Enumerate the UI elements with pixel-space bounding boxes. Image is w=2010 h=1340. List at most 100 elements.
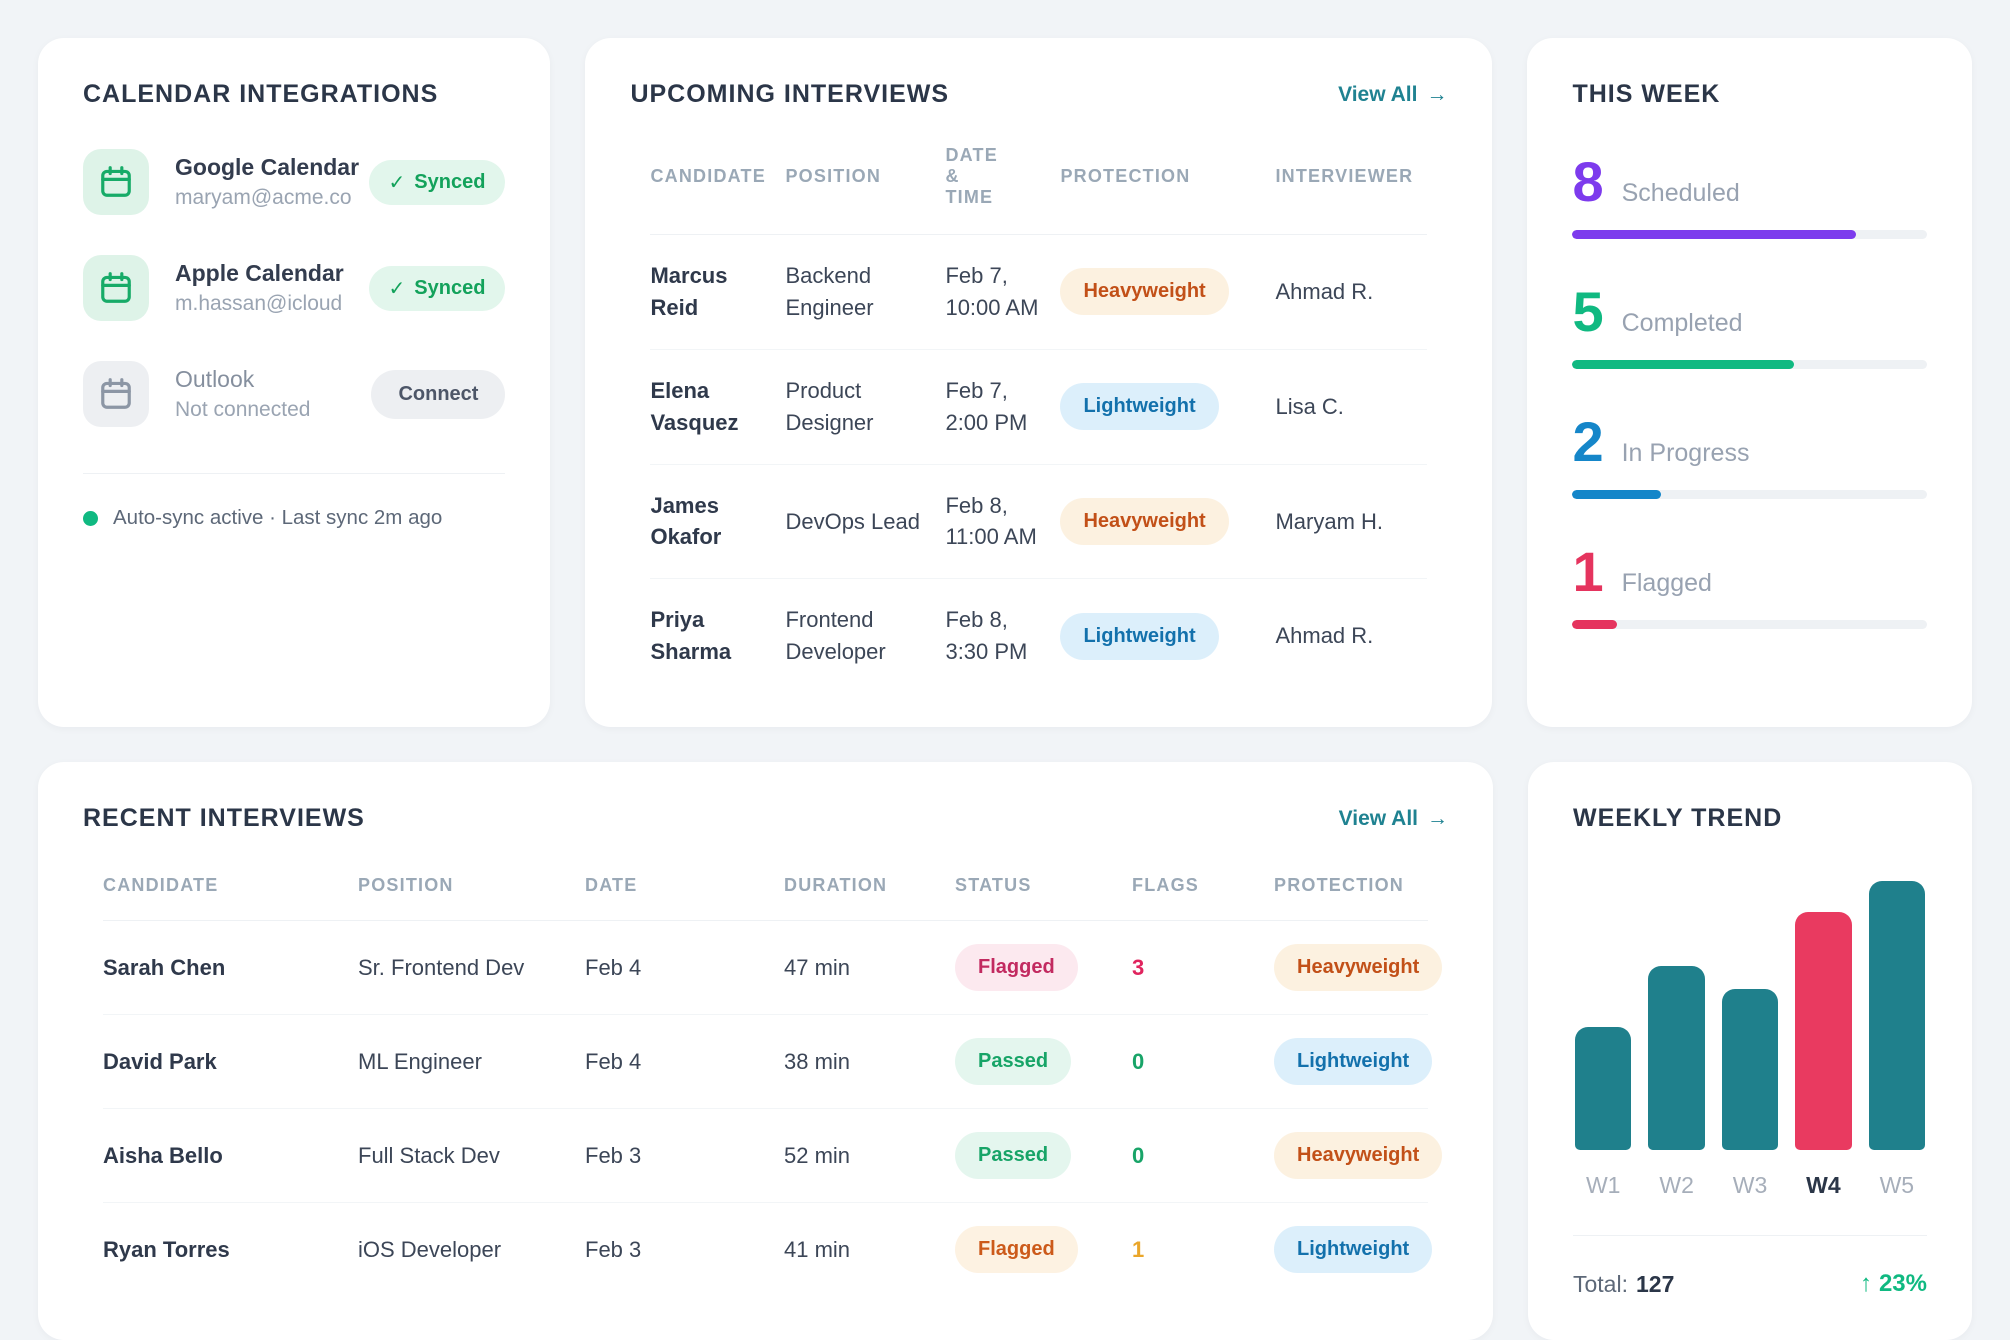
view-all-label: View All [1338, 82, 1418, 106]
bar-area [1721, 881, 1779, 1150]
protection-badge: Lightweight [1060, 383, 1219, 431]
integration-name: Google Calendar [175, 154, 360, 180]
recent-table: CANDIDATE POSITION DATE DURATION STATUS … [83, 875, 1448, 1296]
card-header: UPCOMING INTERVIEWS View All → [630, 80, 1447, 109]
table-header-row: CANDIDATE POSITION DATE & TIME PROTECTIO… [650, 145, 1428, 235]
integration-google-calendar: Google Calendar maryam@acme.co ✓ Synced [83, 149, 506, 215]
stat-label: Scheduled [1621, 179, 1740, 207]
column-header-duration: DURATION [784, 875, 888, 895]
candidate-cell: James Okafor [650, 492, 722, 550]
stat-label: Flagged [1621, 569, 1712, 597]
position-cell: DevOps Lead [785, 508, 920, 534]
candidate-cell: Marcus Reid [650, 263, 728, 320]
protection-badge: Lightweight [1274, 1226, 1433, 1273]
this-week-card-title: THIS WEEK [1572, 80, 1721, 108]
protection-badge: Heavyweight [1274, 944, 1443, 991]
arrow-up-icon: ↑ [1859, 1270, 1872, 1297]
upcoming-interviews-card: UPCOMING INTERVIEWS View All → CANDIDATE… [585, 38, 1493, 727]
stat-value: 5 [1572, 280, 1604, 343]
table-row: Elena Vasquez Product Designer Feb 7, 2:… [650, 350, 1428, 465]
view-all-link[interactable]: View All → [1338, 83, 1447, 107]
progress-track [1572, 360, 1927, 369]
bar-label: W4 [1806, 1172, 1841, 1198]
table-row: Ryan Torres iOS Developer Feb 3 41 min F… [103, 1203, 1433, 1296]
bar-w5: W5 [1868, 881, 1926, 1199]
status-badge: Flagged [955, 1226, 1078, 1273]
protection-badge: Lightweight [1060, 612, 1219, 660]
bar [1868, 881, 1926, 1150]
stat-value: 8 [1572, 150, 1604, 213]
duration-cell: 41 min [784, 1236, 851, 1262]
trend-footer: Total: 127 ↑ 23% [1573, 1270, 1927, 1298]
bar-label: W1 [1585, 1172, 1621, 1198]
view-all-label: View All [1338, 806, 1418, 830]
calendar-icon [83, 255, 149, 321]
status-cell: Passed [955, 1132, 1132, 1179]
calendar-icon [83, 361, 149, 427]
total-label: Total: [1573, 1270, 1628, 1297]
candidate-cell: Elena Vasquez [650, 377, 739, 435]
protection-cell: Lightweight [1274, 1038, 1452, 1085]
view-all-link[interactable]: View All → [1339, 807, 1448, 831]
candidate-cell: Priya Sharma [650, 607, 732, 665]
duration-cell: 52 min [784, 1142, 851, 1168]
bar-w1: W1 [1575, 881, 1632, 1199]
upcoming-card-title: UPCOMING INTERVIEWS [630, 80, 950, 108]
progress-fill [1572, 620, 1617, 629]
this-week-card: THIS WEEK 8 Scheduled 5 Completed [1527, 38, 1972, 727]
recent-interviews-card: RECENT INTERVIEWS View All → CANDIDATE P… [38, 762, 1493, 1340]
protection-badge: Heavyweight [1060, 497, 1229, 545]
column-header-position: POSITION [785, 166, 882, 186]
bar-label: W3 [1732, 1172, 1768, 1198]
candidate-cell: David Park [103, 1048, 217, 1074]
status-cell: Flagged [955, 1226, 1132, 1273]
status-dot [83, 510, 98, 526]
bottom-row: RECENT INTERVIEWS View All → CANDIDATE P… [38, 762, 1972, 1340]
check-icon: ✓ [388, 277, 406, 300]
synced-label: Synced [414, 276, 486, 299]
position-cell: Product Designer [785, 377, 874, 435]
bar-w4-highlighted: W4 [1795, 881, 1852, 1199]
position-cell: iOS Developer [358, 1236, 502, 1262]
weekly-trend-bar-chart: W1 W2 W3 W4 W5 [1573, 881, 1927, 1199]
protection-cell: Heavyweight [1274, 944, 1462, 991]
position-cell: Frontend Developer [785, 607, 886, 665]
stat-label: Completed [1621, 309, 1743, 337]
column-header-flags: FLAGS [1132, 875, 1199, 895]
delta-value: 23% [1878, 1270, 1927, 1297]
card-header: RECENT INTERVIEWS View All → [83, 804, 1448, 833]
bar-label: W2 [1659, 1172, 1694, 1198]
delta-badge: ↑ 23% [1860, 1270, 1927, 1298]
protection-cell: Lightweight [1274, 1226, 1452, 1273]
divider [83, 473, 506, 474]
stat-value: 2 [1572, 410, 1604, 473]
connect-button[interactable]: Connect [371, 369, 506, 419]
bar [1648, 965, 1705, 1150]
bar-area [1575, 881, 1632, 1150]
table-row: Priya Sharma Frontend Developer Feb 8, 3… [650, 579, 1427, 693]
protection-badge: Lightweight [1274, 1038, 1433, 1085]
interviewer-cell: Lisa C. [1275, 393, 1344, 419]
check-icon: ✓ [388, 171, 406, 194]
arrow-right-icon: → [1427, 806, 1448, 830]
stat-line: 5 Completed [1572, 284, 1927, 340]
flags-cell: 0 [1132, 1048, 1145, 1074]
progress-fill [1572, 230, 1857, 239]
stat-in-progress: 2 In Progress [1572, 414, 1927, 499]
status-badge: Passed [955, 1132, 1072, 1179]
date-cell: Feb 4 [585, 954, 642, 980]
column-header-protection: PROTECTION [1060, 166, 1191, 186]
column-header-position: POSITION [358, 875, 454, 895]
table-row: Marcus Reid Backend Engineer Feb 7, 10:0… [650, 235, 1428, 350]
flags-cell: 0 [1132, 1142, 1145, 1168]
bar-w3: W3 [1721, 881, 1779, 1199]
stat-scheduled: 8 Scheduled [1572, 154, 1927, 239]
table-row: David Park ML Engineer Feb 4 38 min Pass… [103, 1015, 1433, 1109]
protection-cell: Lightweight [1060, 612, 1275, 660]
stat-line: 2 In Progress [1572, 414, 1927, 470]
status-badge: Flagged [955, 944, 1078, 991]
stat-flagged: 1 Flagged [1572, 544, 1927, 629]
integration-outlook: Outlook Not connected Connect [83, 361, 506, 427]
total-value: 127 [1635, 1270, 1675, 1297]
datetime-cell: Feb 7, 2:00 PM [945, 377, 1028, 435]
